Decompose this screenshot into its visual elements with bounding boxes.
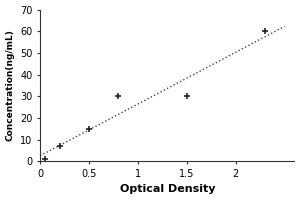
Y-axis label: Concentration(ng/mL): Concentration(ng/mL) xyxy=(6,29,15,141)
X-axis label: Optical Density: Optical Density xyxy=(119,184,215,194)
